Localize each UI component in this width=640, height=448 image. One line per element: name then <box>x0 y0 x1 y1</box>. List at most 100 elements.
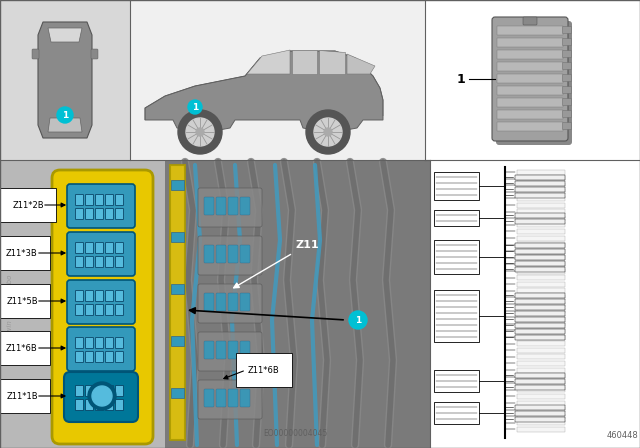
FancyBboxPatch shape <box>515 405 565 409</box>
FancyBboxPatch shape <box>515 267 565 271</box>
Polygon shape <box>48 28 82 42</box>
FancyBboxPatch shape <box>86 242 93 254</box>
Polygon shape <box>292 50 317 74</box>
FancyBboxPatch shape <box>67 375 135 419</box>
FancyBboxPatch shape <box>563 74 572 82</box>
Text: 1: 1 <box>456 73 465 86</box>
FancyBboxPatch shape <box>240 245 250 263</box>
FancyBboxPatch shape <box>204 245 214 263</box>
FancyBboxPatch shape <box>515 310 565 315</box>
FancyBboxPatch shape <box>517 335 565 340</box>
FancyBboxPatch shape <box>563 86 572 94</box>
FancyBboxPatch shape <box>517 328 565 333</box>
FancyBboxPatch shape <box>76 257 83 267</box>
FancyBboxPatch shape <box>106 337 113 349</box>
Polygon shape <box>247 50 290 74</box>
FancyBboxPatch shape <box>515 219 565 224</box>
FancyBboxPatch shape <box>67 232 135 276</box>
FancyBboxPatch shape <box>497 62 563 71</box>
FancyBboxPatch shape <box>86 290 93 302</box>
FancyBboxPatch shape <box>0 160 430 448</box>
FancyBboxPatch shape <box>95 385 104 396</box>
FancyBboxPatch shape <box>497 50 563 59</box>
FancyBboxPatch shape <box>204 293 214 311</box>
FancyBboxPatch shape <box>95 257 104 267</box>
FancyBboxPatch shape <box>52 170 153 444</box>
FancyBboxPatch shape <box>497 38 563 47</box>
FancyBboxPatch shape <box>204 389 214 407</box>
FancyBboxPatch shape <box>95 400 104 410</box>
FancyBboxPatch shape <box>517 209 565 214</box>
FancyBboxPatch shape <box>515 249 565 254</box>
Text: Z11*2B: Z11*2B <box>12 201 44 210</box>
Text: EO00000004045: EO00000004045 <box>263 429 327 438</box>
FancyBboxPatch shape <box>115 400 124 410</box>
Text: Twin Power Turbo: Twin Power Turbo <box>7 274 13 336</box>
FancyBboxPatch shape <box>0 160 430 448</box>
FancyBboxPatch shape <box>106 290 113 302</box>
FancyBboxPatch shape <box>517 242 565 247</box>
FancyBboxPatch shape <box>517 268 565 273</box>
FancyBboxPatch shape <box>86 400 93 410</box>
FancyBboxPatch shape <box>515 417 565 422</box>
FancyBboxPatch shape <box>517 295 565 300</box>
FancyBboxPatch shape <box>517 229 565 234</box>
FancyBboxPatch shape <box>106 385 113 396</box>
FancyBboxPatch shape <box>517 367 565 372</box>
Circle shape <box>314 118 342 146</box>
FancyBboxPatch shape <box>517 361 565 366</box>
FancyBboxPatch shape <box>517 190 565 194</box>
FancyBboxPatch shape <box>517 321 565 326</box>
FancyBboxPatch shape <box>434 240 479 274</box>
FancyBboxPatch shape <box>515 372 565 378</box>
FancyBboxPatch shape <box>115 290 124 302</box>
FancyBboxPatch shape <box>563 63 572 69</box>
FancyBboxPatch shape <box>106 400 113 410</box>
FancyBboxPatch shape <box>228 341 238 359</box>
FancyBboxPatch shape <box>563 26 572 34</box>
Circle shape <box>349 311 367 329</box>
FancyBboxPatch shape <box>86 305 93 315</box>
FancyBboxPatch shape <box>496 21 572 145</box>
FancyBboxPatch shape <box>67 327 135 371</box>
FancyBboxPatch shape <box>91 49 98 59</box>
FancyBboxPatch shape <box>76 242 83 254</box>
FancyBboxPatch shape <box>165 160 430 448</box>
FancyBboxPatch shape <box>228 197 238 215</box>
FancyBboxPatch shape <box>95 352 104 362</box>
FancyBboxPatch shape <box>130 0 425 160</box>
FancyBboxPatch shape <box>517 222 565 227</box>
Text: Z11*6B: Z11*6B <box>6 344 38 353</box>
FancyBboxPatch shape <box>198 380 262 419</box>
FancyBboxPatch shape <box>228 245 238 263</box>
FancyBboxPatch shape <box>171 232 184 242</box>
FancyBboxPatch shape <box>106 352 113 362</box>
FancyBboxPatch shape <box>517 302 565 306</box>
Text: 460448: 460448 <box>606 431 638 440</box>
FancyBboxPatch shape <box>517 196 565 201</box>
FancyBboxPatch shape <box>492 17 568 141</box>
FancyBboxPatch shape <box>115 337 124 349</box>
FancyBboxPatch shape <box>95 194 104 206</box>
FancyBboxPatch shape <box>32 49 39 59</box>
FancyBboxPatch shape <box>76 352 83 362</box>
FancyBboxPatch shape <box>204 197 214 215</box>
FancyBboxPatch shape <box>515 181 565 185</box>
FancyBboxPatch shape <box>515 328 565 333</box>
FancyBboxPatch shape <box>515 335 565 340</box>
FancyBboxPatch shape <box>86 385 93 396</box>
Polygon shape <box>48 118 82 132</box>
FancyBboxPatch shape <box>115 352 124 362</box>
Text: 1: 1 <box>62 111 68 120</box>
FancyBboxPatch shape <box>517 414 565 419</box>
FancyBboxPatch shape <box>216 389 226 407</box>
FancyBboxPatch shape <box>563 51 572 57</box>
FancyBboxPatch shape <box>76 194 83 206</box>
FancyBboxPatch shape <box>95 290 104 302</box>
Circle shape <box>92 386 112 406</box>
FancyBboxPatch shape <box>434 210 479 226</box>
Circle shape <box>196 128 204 136</box>
FancyBboxPatch shape <box>76 305 83 315</box>
FancyBboxPatch shape <box>515 260 565 266</box>
FancyBboxPatch shape <box>106 242 113 254</box>
